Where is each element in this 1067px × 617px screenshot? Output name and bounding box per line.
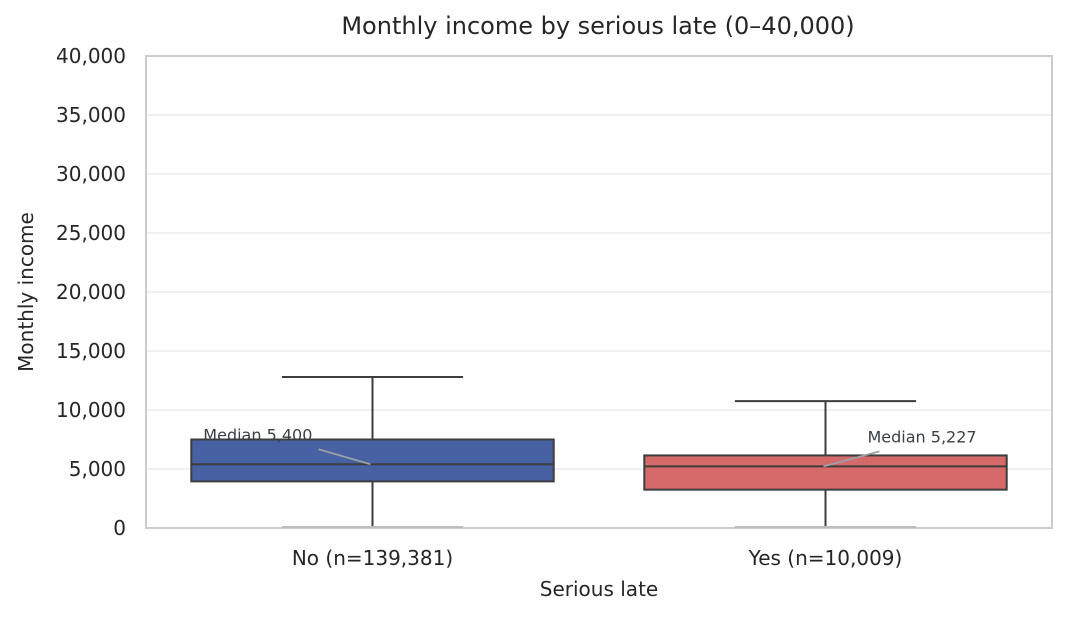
y-tick-label: 40,000	[56, 44, 126, 68]
median-annotation: Median 5,400	[203, 425, 312, 444]
y-tick-label: 15,000	[56, 339, 126, 363]
y-tick-label: 10,000	[56, 398, 126, 422]
median-annotation-leader	[823, 450, 880, 468]
median-annotation: Median 5,227	[868, 427, 977, 446]
x-tick-labels: No (n=139,381) Yes (n=10,009)	[292, 546, 902, 570]
median-annotation-leader	[318, 448, 371, 466]
y-tick-label: 25,000	[56, 221, 126, 245]
iqr-box	[643, 454, 1008, 491]
box-layer: Median 5,400 Median 5,227	[190, 375, 1008, 528]
iqr-box	[190, 438, 555, 483]
chart-title: Monthly income by serious late (0–40,000…	[341, 12, 854, 40]
plot-area-frame	[145, 55, 1053, 529]
y-tick-label: 0	[113, 516, 126, 540]
y-tick-labels: 0 5,000 10,000 15,000 20,000 25,000 30,000 35,0…	[56, 44, 126, 540]
y-axis-label: Monthly income	[14, 212, 38, 372]
box-group-0: Median 5,400	[190, 375, 555, 528]
y-tick-label: 20,000	[56, 280, 126, 304]
box-group-1: Median 5,227	[643, 400, 1008, 528]
x-axis-label: Serious late	[540, 577, 658, 601]
grid-layer	[146, 114, 1052, 470]
x-tick-label: Yes (n=10,009)	[748, 546, 903, 570]
y-tick-label: 5,000	[69, 457, 126, 481]
y-tick-label: 30,000	[56, 162, 126, 186]
y-tick-label: 35,000	[56, 103, 126, 127]
x-tick-label: No (n=139,381)	[292, 546, 453, 570]
